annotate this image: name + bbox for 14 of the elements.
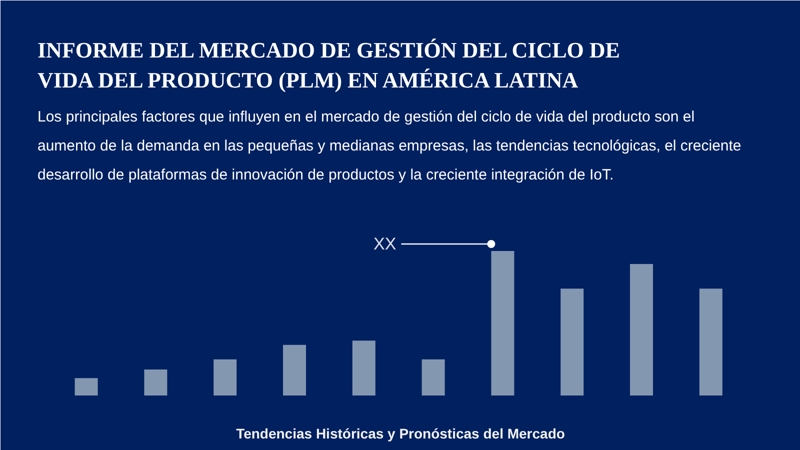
bar [630,264,653,396]
bar [74,378,98,396]
bar [144,369,168,396]
bar [214,359,237,396]
bar [283,344,306,396]
bar [352,340,376,396]
bar [491,251,514,396]
x-axis-title: Tendencias Históricas y Pronósticas del Mercado [236,426,565,442]
bar [560,288,584,396]
bar [699,288,722,396]
chart-title: INFORME DEL MERCADO DE GESTIÓN DEL CICLO DE VIDA DEL PRODUCTO (PLM) EN AMÉRICA LATINA [38,38,620,92]
annotation: XX [374,234,396,254]
chart-subtitle: Los principales factores que influyen en el mercado de gestión del ciclo de vida del producto son el aumento de la demanda en las pequeñas y medianas empresas, las tendencias tecnológicas, el creciente desarrollo de plataformas de innovación de productos y la creciente integración de IoT. [38,108,742,184]
bar [422,359,445,396]
